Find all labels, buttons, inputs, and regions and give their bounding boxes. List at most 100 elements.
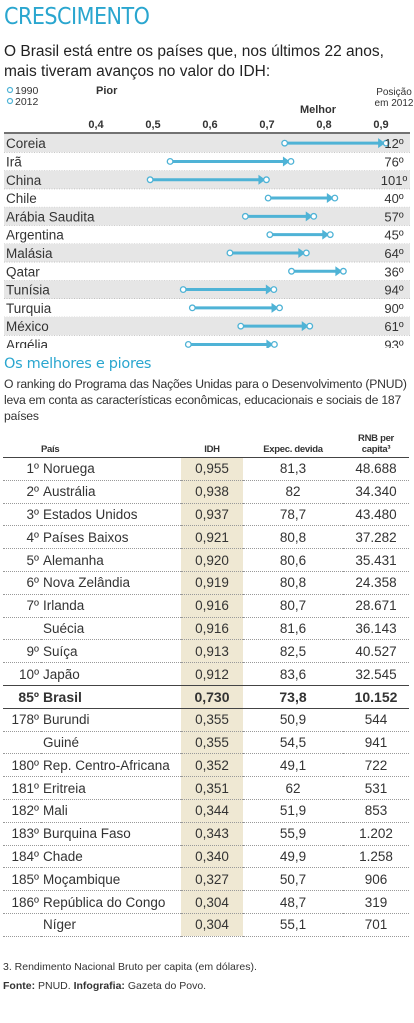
- idh-cell: 0,352: [181, 753, 243, 778]
- rank-cell: 2º: [3, 480, 41, 504]
- life-expectancy-cell: 73,8: [243, 684, 343, 709]
- tick-label: 0,6: [202, 119, 217, 131]
- table-row-highlight: 85º Brasil 0,730 73,8 10.152: [3, 684, 409, 709]
- country-cell: Rep. Centro-Africana: [41, 753, 181, 778]
- country-cell: Nova Zelândia: [41, 571, 181, 595]
- change-arrowhead: [305, 211, 313, 222]
- section-description: O ranking do Programa das Nações Unidas …: [4, 377, 407, 423]
- gni-cell: 24.358: [343, 571, 409, 595]
- gni-cell: 701: [343, 913, 409, 937]
- table-row: 178º Burundi 0,355 50,9 544: [3, 708, 409, 732]
- rank-label: 64º: [384, 246, 403, 261]
- point-2012: [306, 322, 314, 330]
- change-arrowhead: [282, 156, 290, 167]
- life-expectancy-cell: 49,1: [243, 753, 343, 778]
- country-cell: República do Congo: [41, 890, 181, 914]
- rank-label: 36º: [384, 264, 403, 279]
- table-row: 4º Países Baixos 0,921 80,8 37.282: [3, 525, 409, 550]
- gni-cell: 36.143: [343, 617, 409, 641]
- life-expectancy-cell: 82: [243, 480, 343, 504]
- row-band: [4, 207, 410, 226]
- rank-cell: 182º: [3, 799, 41, 823]
- infographic-label: Infografia:: [73, 980, 125, 992]
- gni-cell: 28.671: [343, 594, 409, 618]
- life-expectancy-cell: 80,8: [243, 525, 343, 550]
- point-2012: [287, 157, 295, 165]
- rank-label: 90º: [384, 301, 403, 316]
- point-1990: [184, 341, 192, 348]
- idh-cell: 0,344: [181, 799, 243, 823]
- row-band: [4, 134, 410, 153]
- rank-label: 40º: [384, 191, 403, 206]
- idh-cell: 0,921: [181, 525, 243, 550]
- legend-marker-2012: [6, 97, 14, 105]
- gni-cell: 722: [343, 753, 409, 778]
- country-label: México: [6, 319, 49, 334]
- country-label: Irã: [6, 154, 22, 169]
- country-cell: Guiné: [41, 731, 181, 755]
- country-cell: Noruega: [41, 457, 181, 481]
- gni-header: RNB per capita³: [343, 433, 409, 458]
- life-expectancy-cell: 50,7: [243, 867, 343, 892]
- rank-label: 12º: [384, 136, 403, 151]
- country-cell: Moçambique: [41, 867, 181, 892]
- idh-cell: 0,919: [181, 571, 243, 595]
- life-expectancy-cell: 55,9: [243, 822, 343, 846]
- life-expectancy-cell: 80,7: [243, 594, 343, 618]
- table-row: Níger 0,304 55,1 701: [3, 913, 409, 937]
- table-row: 3º Estados Unidos 0,937 78,7 43.480: [3, 503, 409, 527]
- table-row: 181º Eritreia 0,351 62 531: [3, 776, 409, 800]
- rank-cell: 186º: [3, 890, 41, 914]
- axis-label-worse: Pior: [96, 86, 118, 97]
- life-expectancy-cell: 55,1: [243, 913, 343, 937]
- idh-cell: 0,327: [181, 867, 243, 892]
- idh-header: IDH: [181, 433, 243, 458]
- country-cell: Eritreia: [41, 776, 181, 800]
- point-1990: [266, 231, 274, 239]
- idh-cell: 0,343: [181, 822, 243, 846]
- life-expectancy-cell: 78,7: [243, 503, 343, 527]
- table-row: 6º Nova Zelândia 0,919 80,8 24.358: [3, 571, 409, 595]
- rank-label: 101º: [381, 173, 408, 188]
- country-label: Malásia: [6, 246, 53, 261]
- change-arrowhead: [326, 193, 334, 204]
- rank-label: 76º: [384, 154, 403, 169]
- change-arrowhead: [258, 174, 266, 185]
- table-row: 10º Japão 0,912 83,6 32.545: [3, 662, 409, 686]
- table-row: 7º Irlanda 0,916 80,7 28.671: [3, 594, 409, 618]
- gni-cell: 531: [343, 776, 409, 800]
- point-1990: [188, 304, 196, 312]
- table-row: 1º Noruega 0,955 81,3 48.688: [3, 457, 409, 481]
- gni-cell: 1.258: [343, 845, 409, 869]
- idh-cell: 0,938: [181, 480, 243, 504]
- gni-cell: 34.340: [343, 480, 409, 504]
- idh-cell: 0,304: [181, 913, 243, 937]
- idh-cell: 0,351: [181, 776, 243, 800]
- gni-cell: 1.202: [343, 822, 409, 846]
- rank-cell: [3, 731, 41, 755]
- life-expectancy-cell: 49,9: [243, 845, 343, 869]
- country-cell: Irlanda: [41, 594, 181, 618]
- idh-cell: 0,955: [181, 457, 243, 481]
- change-arrowhead: [322, 229, 330, 240]
- country-cell: Brasil: [41, 684, 181, 709]
- table-header-row: País IDH Expec. devida RNB per capita³: [3, 433, 409, 458]
- ranking-table: País IDH Expec. devida RNB per capita³ 1…: [3, 433, 409, 937]
- point-1990: [241, 212, 249, 220]
- legend-marker-1990: [6, 86, 14, 94]
- idh-cell: 0,937: [181, 503, 243, 527]
- country-label: Chile: [6, 191, 37, 206]
- life-expectancy-cell: 50,9: [243, 708, 343, 732]
- country-cell: Mali: [41, 799, 181, 823]
- rank-cell: 4º: [3, 525, 41, 550]
- country-cell: Burundi: [41, 708, 181, 732]
- point-2012: [331, 194, 339, 202]
- rank-cell: 6º: [3, 571, 41, 595]
- table-row: 186º República do Congo 0,304 48,7 319: [3, 890, 409, 914]
- gni-cell: 35.431: [343, 548, 409, 572]
- footnote: 3. Rendimento Nacional Bruto per capita …: [3, 961, 257, 973]
- idh-cell: 0,920: [181, 548, 243, 572]
- rank-label: 57º: [384, 209, 403, 224]
- change-arrowhead: [335, 266, 343, 277]
